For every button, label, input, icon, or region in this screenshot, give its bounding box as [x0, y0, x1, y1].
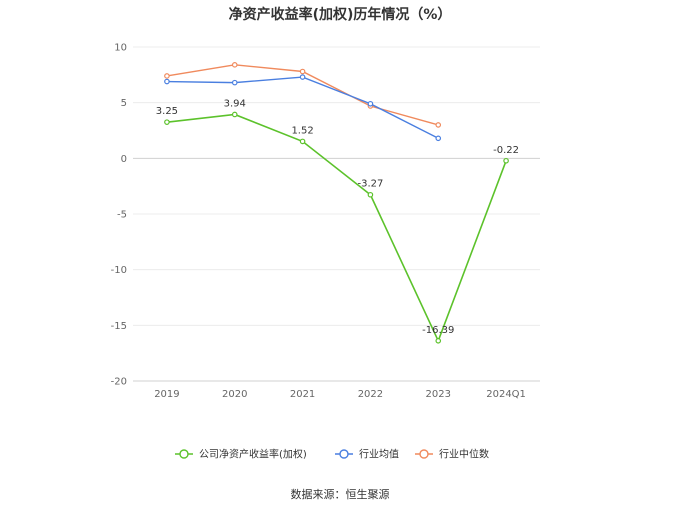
series-line	[166, 113, 507, 343]
legend-label: 公司净资产收益率(加权)	[199, 448, 307, 461]
data-label: 3.94	[224, 98, 246, 109]
x-tick-label: 2022	[358, 389, 383, 400]
legend-marker	[339, 449, 349, 459]
chart-title: 净资产收益率(加权)历年情况（%）	[228, 7, 452, 23]
y-tick-label: 5	[121, 98, 127, 109]
y-tick-label: -20	[111, 377, 127, 388]
legend-label: 行业中位数	[439, 448, 489, 461]
data-point	[231, 79, 238, 86]
y-tick-label: 10	[114, 43, 127, 54]
y-tick-label: -5	[117, 210, 127, 221]
legend-label: 行业均值	[359, 448, 399, 461]
x-tick-label: 2023	[426, 389, 451, 400]
x-tick-label: 2019	[154, 389, 179, 400]
legend-marker	[179, 449, 189, 459]
y-tick-label: 0	[121, 154, 127, 165]
data-point	[435, 135, 442, 142]
data-point	[164, 73, 170, 79]
y-tick-label: -15	[111, 321, 127, 332]
data-label: -0.22	[493, 145, 519, 156]
data-source: 数据来源：恒生聚源	[290, 488, 390, 501]
data-point	[231, 62, 238, 68]
data-point	[164, 78, 170, 85]
data-point	[435, 122, 442, 128]
data-label: 3.25	[156, 106, 178, 117]
x-tick-label: 2020	[222, 389, 247, 400]
x-tick-label: 2024Q1	[486, 389, 526, 400]
data-point	[164, 119, 170, 125]
legend-marker	[419, 449, 429, 459]
data-label: 1.52	[291, 125, 313, 136]
data-point	[435, 338, 442, 344]
data-label: -16.39	[422, 325, 454, 336]
data-point	[299, 74, 306, 80]
y-tick-label: -10	[111, 265, 127, 276]
data-point	[231, 111, 238, 118]
data-point	[503, 157, 509, 164]
data-point	[367, 191, 374, 198]
data-point	[299, 138, 306, 145]
data-label: -3.27	[357, 179, 383, 190]
x-tick-label: 2021	[290, 389, 315, 400]
data-point	[299, 68, 306, 75]
data-point	[367, 100, 374, 107]
